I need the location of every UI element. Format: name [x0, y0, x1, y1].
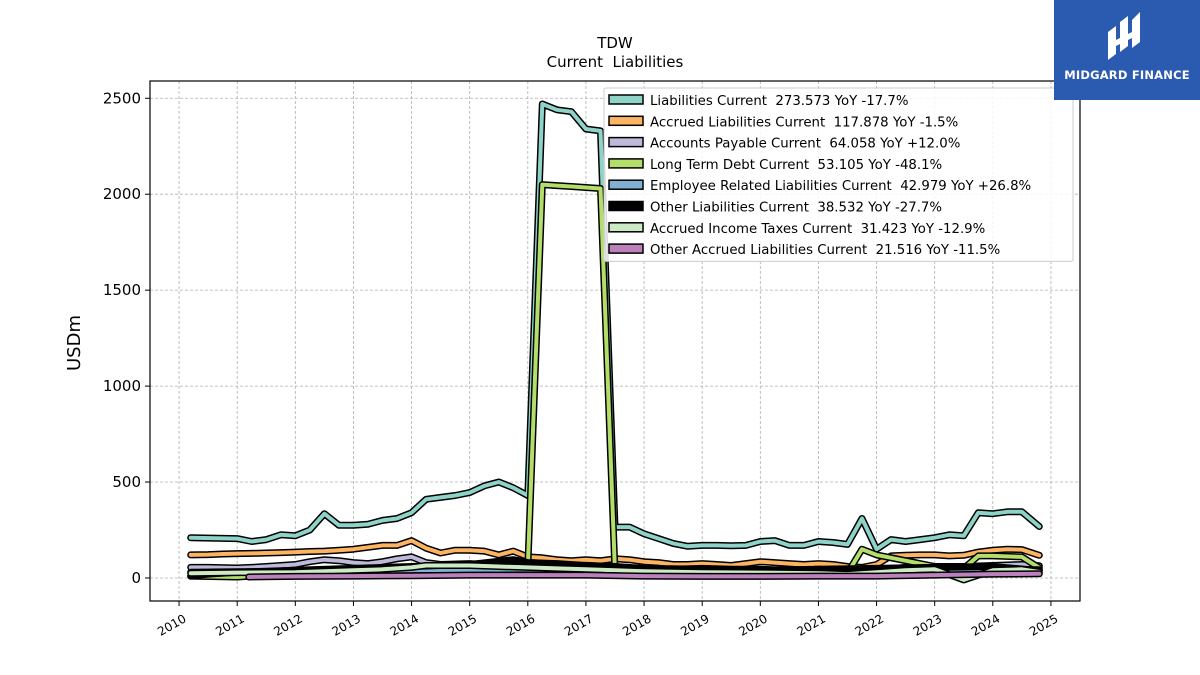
- x-tick-label: 2011: [213, 611, 246, 638]
- y-tick-label: 1500: [103, 281, 141, 299]
- x-tick-label: 2018: [620, 611, 653, 638]
- legend-swatch: [608, 136, 644, 148]
- legend-frame: [603, 87, 1074, 262]
- x-tick-label: 2024: [969, 611, 1002, 638]
- x-tick-label: 2015: [446, 611, 479, 638]
- x-tick-label: 2023: [911, 611, 944, 638]
- y-tick-label: 1000: [103, 377, 141, 395]
- chart-subtitle: Current Liabilities: [547, 53, 684, 71]
- legend-entry-label: Accrued Liabilities Current 117.878 YoY …: [650, 115, 958, 130]
- x-tick-label: 2020: [736, 611, 769, 638]
- legend-swatch: [608, 179, 644, 190]
- x-tick-label: 2021: [794, 611, 827, 638]
- legend-entry-label: Employee Related Liabilities Current 42.…: [650, 179, 1031, 194]
- series-line-liabilities-current: [188, 102, 1042, 552]
- x-tick-label: 2025: [1027, 611, 1060, 638]
- legend-swatch: [608, 94, 644, 105]
- legend-swatch: [608, 158, 644, 169]
- legend-entry-label: Liabilities Current 273.573 YoY -17.7%: [650, 94, 909, 109]
- chart-title: TDW: [596, 34, 633, 52]
- x-tick-label: 2022: [853, 611, 886, 638]
- x-tick-label: 2019: [678, 611, 711, 638]
- legend-swatch: [608, 200, 644, 212]
- x-tick-label: 2013: [329, 611, 362, 638]
- y-axis-label: USDm: [64, 315, 85, 371]
- logo-mark-icon: [1108, 12, 1140, 60]
- y-tick-label: 500: [112, 473, 141, 491]
- series-lines: [187, 100, 1043, 584]
- legend-entry-label: Accounts Payable Current 64.058 YoY +12.…: [650, 137, 960, 152]
- legend-entry-label: Other Accrued Liabilities Current 21.516…: [650, 243, 1000, 258]
- x-tick-label: 2010: [155, 611, 188, 638]
- x-tick-label: 2017: [562, 611, 595, 638]
- x-tick-label: 2014: [388, 611, 421, 638]
- y-tick-label: 0: [131, 569, 141, 587]
- series-line-accrued-income-taxes-current: [188, 563, 1042, 582]
- series-line-other-accrued-liabilities-current: [246, 571, 1042, 579]
- brand-logo: MIDGARD FINANCE: [1054, 0, 1200, 100]
- y-tick-label: 2000: [103, 185, 141, 203]
- legend-swatch: [608, 222, 644, 233]
- legend-entry-label: Other Liabilities Current 38.532 YoY -27…: [650, 201, 942, 216]
- y-tick-label: 2500: [103, 89, 141, 107]
- plot-frame: [149, 80, 1081, 602]
- legend-entry-label: Long Term Debt Current 53.105 YoY -48.1%: [650, 158, 942, 173]
- logo-text: MIDGARD FINANCE: [1064, 68, 1190, 82]
- legend: Liabilities Current 273.573 YoY -17.7% Ac…: [603, 87, 1074, 262]
- legend-entry-label: Accrued Income Taxes Current 31.423 YoY …: [650, 222, 985, 237]
- x-tick-label: 2016: [504, 611, 537, 638]
- x-tick-label: 2012: [271, 611, 304, 638]
- legend-swatch: [608, 243, 644, 254]
- legend-swatch: [608, 115, 644, 127]
